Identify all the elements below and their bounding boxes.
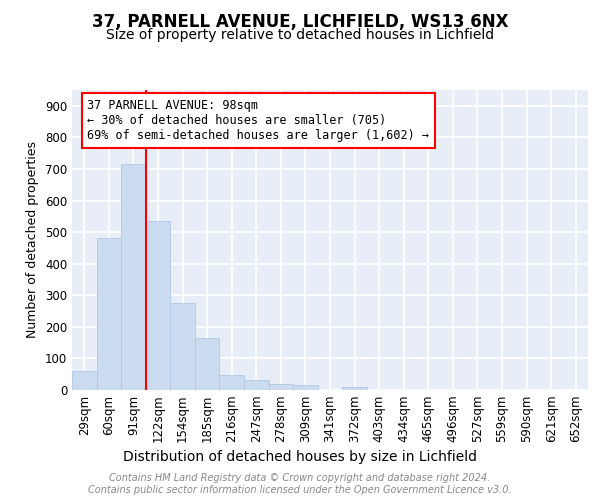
Bar — [97, 238, 121, 390]
Bar — [146, 221, 170, 390]
Bar — [293, 386, 318, 390]
Bar — [269, 384, 293, 390]
Text: Size of property relative to detached houses in Lichfield: Size of property relative to detached ho… — [106, 28, 494, 42]
Text: 37 PARNELL AVENUE: 98sqm
← 30% of detached houses are smaller (705)
69% of semi-: 37 PARNELL AVENUE: 98sqm ← 30% of detach… — [88, 99, 430, 142]
Bar — [121, 164, 146, 390]
Bar — [342, 387, 367, 390]
Bar — [244, 380, 269, 390]
Text: 37, PARNELL AVENUE, LICHFIELD, WS13 6NX: 37, PARNELL AVENUE, LICHFIELD, WS13 6NX — [92, 12, 508, 30]
Y-axis label: Number of detached properties: Number of detached properties — [26, 142, 40, 338]
Text: Contains HM Land Registry data © Crown copyright and database right 2024.
Contai: Contains HM Land Registry data © Crown c… — [88, 474, 512, 495]
Bar — [195, 338, 220, 390]
Bar — [220, 375, 244, 390]
Text: Distribution of detached houses by size in Lichfield: Distribution of detached houses by size … — [123, 450, 477, 464]
Bar — [72, 371, 97, 390]
Bar — [170, 303, 195, 390]
